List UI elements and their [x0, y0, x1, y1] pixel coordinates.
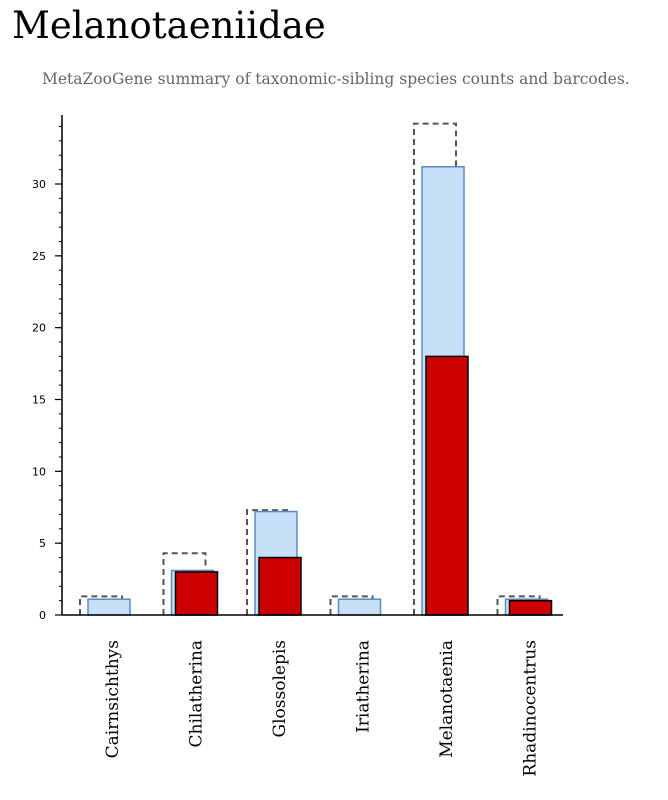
- x-tick-label: Chilatherina: [187, 640, 207, 747]
- chart-title: Melanotaeniidae: [12, 4, 326, 47]
- bar-total-outline: [413, 122, 457, 615]
- y-tick-label: 20: [32, 322, 46, 335]
- bar-species: [337, 598, 382, 616]
- bar-total-outline: [246, 509, 290, 615]
- y-tick-label: 30: [32, 178, 46, 191]
- x-tick-label: Rhadinocentrus: [521, 640, 541, 777]
- x-tick-label: Iriatherina: [354, 640, 374, 733]
- x-tick-label: Glossolepis: [270, 640, 290, 737]
- bar-barcoded: [425, 355, 469, 616]
- bar-barcoded: [508, 599, 553, 616]
- bar-barcoded: [258, 556, 302, 616]
- chart-subtitle: MetaZooGene summary of taxonomic-sibling…: [42, 70, 630, 88]
- x-tick-label: Cairnsichthys: [103, 640, 123, 758]
- y-tick-label: 25: [32, 250, 46, 263]
- y-tick-label: 0: [39, 609, 46, 622]
- x-tick-label: Melanotaenia: [437, 640, 457, 758]
- y-tick-label: 5: [39, 537, 46, 550]
- y-tick-label: 15: [32, 394, 46, 407]
- bar-species: [87, 598, 131, 616]
- y-tick-label: 10: [32, 465, 46, 478]
- bar-barcoded: [174, 571, 219, 616]
